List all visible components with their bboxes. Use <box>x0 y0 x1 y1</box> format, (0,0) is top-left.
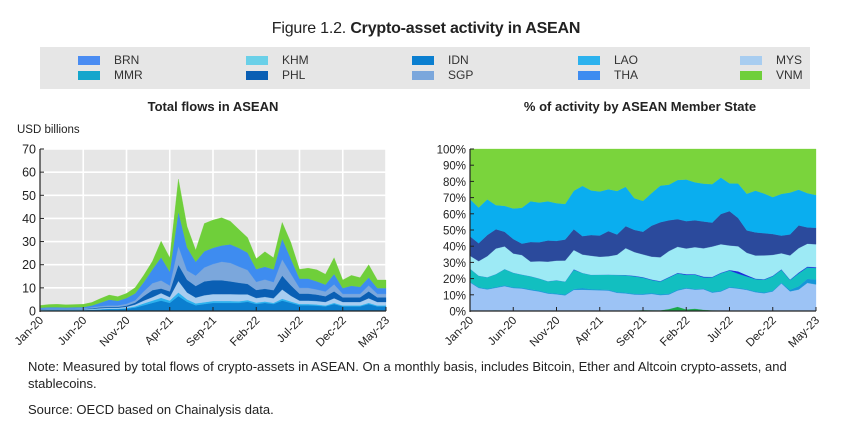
y-tick-label: 0% <box>449 307 466 319</box>
x-tick-label: Sep-21 <box>184 315 219 350</box>
x-tick-label: Feb-22 <box>228 315 262 349</box>
legend-label: PHL <box>282 68 306 82</box>
y-tick-label: 50 <box>22 189 36 203</box>
right-chart: 0% 10% 20% 30% 40% 50% 60% 70% 80% 90% 100% Jan-20 J… <box>437 145 823 351</box>
legend-item-sgp: SGP <box>412 68 473 82</box>
right-chart-title: % of activity by ASEAN Member State <box>523 99 757 114</box>
legend-swatch <box>578 70 600 80</box>
x-tick-label: Apr-21 <box>143 315 176 348</box>
x-tick-label: Nov-20 <box>98 315 133 350</box>
y-tick-label: 10 <box>22 281 36 295</box>
y-tick-label: 70 <box>22 143 36 157</box>
x-tick-label: Sep-21 <box>614 315 649 350</box>
area-series-vnm <box>469 148 817 209</box>
legend-swatch <box>78 55 100 65</box>
left-chart-title: Total flows in ASEAN <box>147 99 279 114</box>
y-tick-label: 20% <box>443 274 466 286</box>
legend-item-vnm: VNM <box>740 68 803 82</box>
legend-swatch <box>412 70 434 80</box>
y-tick-label: 0 <box>29 305 36 319</box>
y-tick-label: 50% <box>443 226 466 238</box>
legend-item-mys: MYS <box>740 53 802 67</box>
x-tick-label: Jun-20 <box>486 315 519 348</box>
legend-swatch <box>740 55 762 65</box>
legend-swatch <box>246 55 268 65</box>
x-tick-label: Apr-21 <box>573 315 606 348</box>
legend-item-phl: PHL <box>246 68 305 82</box>
x-tick-label: May-23 <box>787 315 823 350</box>
figure-number: Figure 1.2. <box>271 20 347 37</box>
legend-item-brn: BRN <box>78 53 139 67</box>
legend-label: KHM <box>282 53 309 67</box>
legend-swatch <box>78 70 100 80</box>
area-series-vnm <box>39 179 387 308</box>
x-tick-label: Jan-20 <box>443 315 476 348</box>
y-tick-label: 20 <box>22 258 36 272</box>
legend-item-idn: IDN <box>412 53 469 67</box>
y-tick-label: 70% <box>443 193 466 205</box>
legend-item-mmr: MMR <box>78 68 143 82</box>
legend-swatch <box>412 55 434 65</box>
legend-swatch <box>578 55 600 65</box>
legend-item-khm: KHM <box>246 53 309 67</box>
x-tick-label: Dec-22 <box>314 315 349 350</box>
x-tick-label: Jan-20 <box>13 315 46 348</box>
x-tick-label: Feb-22 <box>658 315 692 349</box>
legend-label: MYS <box>776 53 803 67</box>
y-tick-label: 60 <box>22 166 36 180</box>
y-tick-label: 40 <box>22 212 36 226</box>
legend-label: BRN <box>114 53 140 67</box>
left-chart-unit-label: USD billions <box>17 124 80 136</box>
y-tick-label: 30 <box>22 235 36 249</box>
legend-label: LAO <box>614 53 639 67</box>
legend-label: VNM <box>776 68 803 82</box>
legend-label: IDN <box>448 53 469 67</box>
y-tick-label: 40% <box>443 242 466 254</box>
x-tick-label: Nov-20 <box>528 315 563 350</box>
legend: BRN KHM IDN LAO MYS MMR PHL SGP THA VNM <box>40 47 810 89</box>
x-tick-label: Jul-22 <box>705 315 736 346</box>
left-chart: 0 10 20 30 40 50 60 70 Jan-20 Jun-20 Nov-20 Apr-21 S… <box>13 143 393 351</box>
legend-label: THA <box>614 68 638 82</box>
y-tick-label: 30% <box>443 258 466 270</box>
legend-label: SGP <box>448 68 474 82</box>
x-tick-label: Dec-22 <box>744 315 779 350</box>
y-tick-label: 80% <box>443 177 466 189</box>
legend-swatch <box>740 70 762 80</box>
y-tick-label: 10% <box>443 290 466 302</box>
figure-title: Figure 1.2. Crypto-asset activity in ASE… <box>0 20 852 38</box>
x-tick-label: Jul-22 <box>275 315 306 346</box>
legend-label: MMR <box>114 68 143 82</box>
legend-item-lao: LAO <box>578 53 638 67</box>
x-tick-label: May-23 <box>357 315 393 350</box>
y-tick-label: 100% <box>437 145 466 157</box>
chart-source: Source: OECD based on Chainalysis data. <box>28 402 274 417</box>
legend-item-tha: THA <box>578 68 638 82</box>
chart-note: Note: Measured by total flows of crypto-… <box>28 359 787 391</box>
x-tick-label: Jun-20 <box>56 315 89 348</box>
figure-heading: Crypto-asset activity in ASEAN <box>350 20 581 37</box>
legend-swatch <box>246 70 268 80</box>
y-tick-label: 60% <box>443 209 466 221</box>
y-tick-label: 90% <box>443 161 466 173</box>
